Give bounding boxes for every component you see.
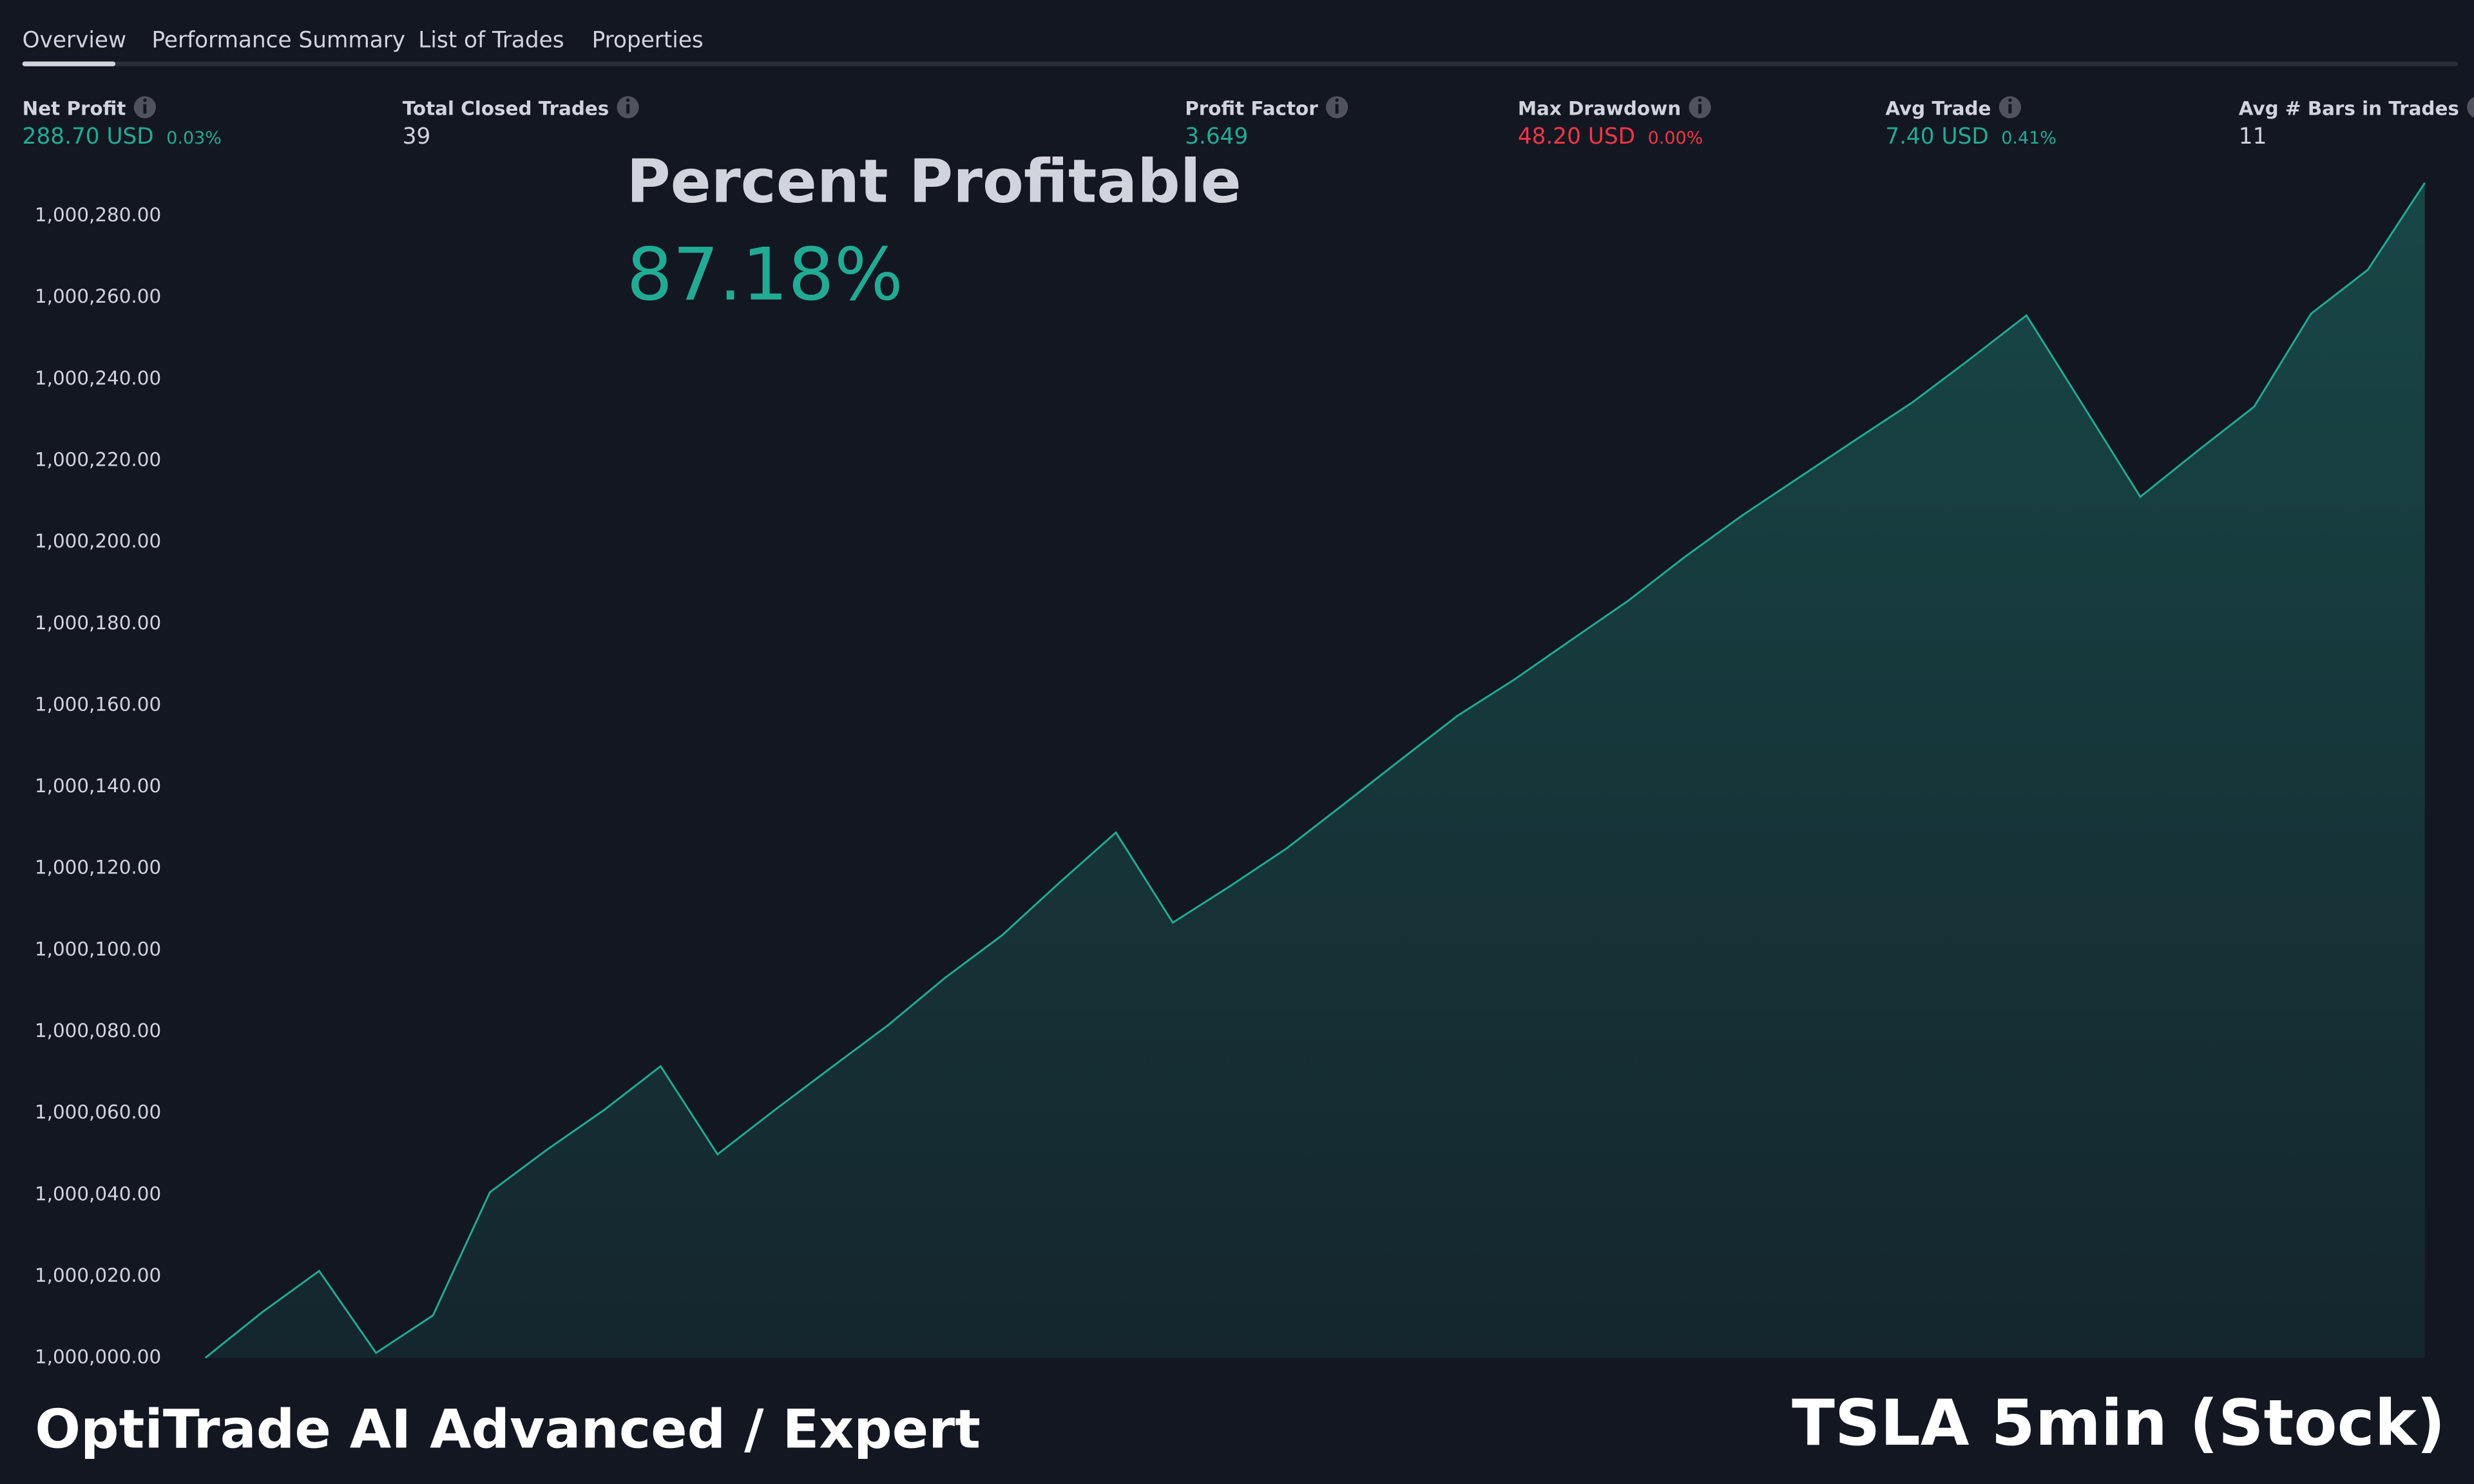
info-icon-dot (143, 98, 147, 102)
info-icon-dot (1698, 98, 1702, 102)
tab[interactable]: Performance Summary (151, 27, 405, 53)
y-tick-label: 1,000,080.00 (35, 1020, 161, 1042)
info-icon-glyph (1698, 104, 1702, 114)
info-icon-glyph (626, 104, 630, 114)
stat-label: Net Profit (23, 98, 126, 120)
stat-value: 39 (403, 124, 431, 149)
stat-label: Profit Factor (1185, 98, 1318, 120)
tab-indicator (22, 61, 116, 66)
overlay-value: 87.18% (626, 232, 903, 317)
y-tick-label: 1,000,280.00 (35, 204, 161, 226)
y-tick-label: 1,000,160.00 (35, 693, 161, 715)
stat-percent: 0.00% (1648, 128, 1703, 148)
y-tick-label: 1,000,040.00 (35, 1183, 161, 1204)
stat-value: 7.40 USD (1885, 124, 1988, 149)
info-icon-dot (2008, 98, 2012, 102)
y-tick-label: 1,000,260.00 (35, 285, 161, 307)
y-tick-label: 1,000,180.00 (35, 612, 161, 634)
stat-value: 48.20 USD (1518, 124, 1635, 149)
stat-label: Avg Trade (1885, 98, 1991, 120)
info-icon (2467, 97, 2474, 118)
info-icon-dot (626, 98, 630, 102)
tab[interactable]: List of Trades (418, 27, 564, 53)
stat-value: 3.649 (1185, 124, 1248, 149)
stat-value: 288.70 USD (23, 124, 154, 149)
y-tick-label: 1,000,100.00 (35, 938, 161, 960)
area (205, 182, 2425, 1358)
y-tick-label: 1,000,020.00 (35, 1264, 161, 1286)
info-icon-glyph (1335, 104, 1339, 114)
overlay-title: Percent Profitable (626, 146, 1241, 216)
info-icon-glyph (2008, 104, 2012, 114)
stat-label: Avg # Bars in Trades (2239, 98, 2459, 120)
tab-track (22, 61, 2459, 66)
y-tick-label: 1,000,240.00 (35, 367, 161, 389)
y-tick-label: 1,000,060.00 (35, 1101, 161, 1123)
chart: 1,000,000.00 1,000,020.00 1,000,040.00 1,00… (35, 182, 2426, 1368)
y-tick-label: 1,000,200.00 (35, 530, 161, 552)
y-tick-label: 1,000,140.00 (35, 775, 161, 797)
stat-percent: 0.03% (166, 128, 222, 148)
instrument: TSLA 5min (Stock) (1792, 1387, 2445, 1460)
stats: Net Profit 288.70 USD 0.03% Total Closed Tr… (23, 96, 2474, 149)
tab[interactable]: Overview (23, 27, 126, 53)
y-tick-label: 1,000,000.00 (35, 1346, 161, 1368)
stat-label: Total Closed Trades (403, 98, 609, 120)
brand: OptiTrade AI Advanced / Expert (35, 1398, 981, 1461)
tab[interactable]: Properties (592, 27, 704, 53)
info-icon-dot (1335, 98, 1339, 102)
stat-percent: 0.41% (2001, 128, 2057, 148)
line (204, 182, 2426, 1359)
y-tick-label: 1,000,120.00 (35, 857, 161, 879)
info-icon-glyph (143, 104, 147, 114)
stat-value: 11 (2239, 124, 2267, 149)
y-tick-label: 1,000,220.00 (35, 449, 161, 471)
stat-label: Max Drawdown (1518, 98, 1681, 120)
